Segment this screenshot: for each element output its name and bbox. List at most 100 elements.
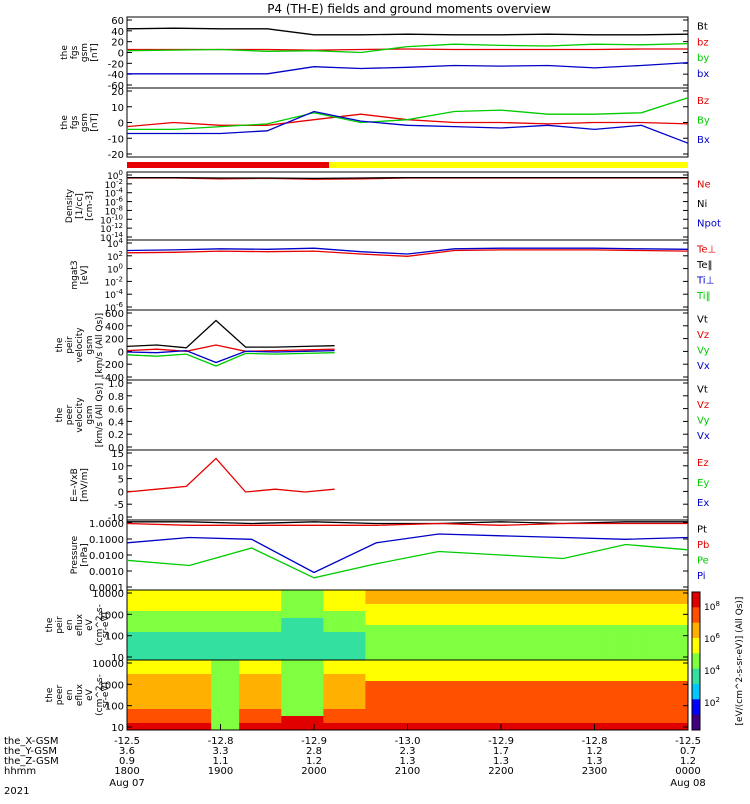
spectrogram-cell — [309, 604, 324, 612]
colorbar-tick-label: 108 — [704, 600, 720, 613]
colorbar-segment — [692, 622, 700, 639]
spectrogram-cell — [169, 618, 184, 626]
spectrogram-cell — [645, 653, 661, 661]
y-axis-label: eV — [85, 688, 95, 701]
spectrogram-cell — [477, 632, 493, 640]
spectrogram-cell — [155, 667, 170, 675]
x-tick-label: 1900 — [208, 766, 233, 777]
spectrogram-cell — [309, 674, 324, 682]
spectrogram-cell — [169, 695, 184, 703]
spectrogram-cell — [547, 590, 563, 598]
spectrogram-cell — [519, 688, 535, 696]
spectrogram-cell — [660, 646, 675, 654]
spectrogram-cell — [575, 681, 591, 689]
spectrogram-cell — [449, 639, 465, 647]
spectrogram-cell — [674, 695, 689, 703]
spectrogram-cell — [505, 625, 521, 633]
spectrogram-cell — [155, 702, 170, 710]
spectrogram-cell — [533, 681, 549, 689]
z-gsm-value: 1.2 — [306, 756, 322, 767]
spectrogram-cell — [141, 653, 156, 661]
spectrogram-cell — [519, 709, 535, 717]
spectrogram-cell — [631, 660, 647, 668]
spectrogram-cell — [660, 590, 675, 598]
spectrogram-cell — [295, 660, 310, 668]
spectrogram-cell — [169, 625, 184, 633]
y-tick-label: -40 — [108, 70, 124, 81]
spectrogram-cell — [253, 681, 268, 689]
spectrogram-cell — [365, 716, 380, 724]
spectrogram-cell — [155, 688, 170, 696]
spectrogram-cell — [211, 611, 226, 619]
spectrogram-cell — [351, 702, 366, 710]
spectrogram-cell — [519, 681, 535, 689]
spectrogram-cell — [617, 618, 633, 626]
spectrogram-cell — [449, 618, 465, 626]
spectrogram-cell — [365, 702, 380, 710]
spectrogram-cell — [519, 667, 535, 675]
x-gsm-value: -12.8 — [208, 736, 234, 747]
spectrogram-cell — [379, 646, 394, 654]
y-gsm-value: 1.7 — [493, 746, 509, 757]
y-tick-label: -400 — [101, 373, 124, 384]
spectrogram-cell — [183, 667, 198, 675]
spectrogram-cell — [379, 618, 394, 626]
spectrogram-cell — [337, 632, 352, 640]
spectrogram-cell — [393, 632, 408, 640]
spectrogram-cell — [561, 618, 577, 626]
spectrogram-cell — [547, 618, 563, 626]
spectrogram-cell — [449, 709, 465, 717]
x-tick-label: 0000 — [675, 766, 700, 777]
spectrogram-cell — [197, 702, 212, 710]
spectrogram-cell — [575, 653, 591, 661]
spectrogram-cell — [435, 632, 451, 640]
spectrogram-cell — [421, 716, 436, 724]
spectrogram-cell — [155, 723, 170, 731]
spectrogram-cell — [337, 695, 352, 703]
spectrogram-cell — [407, 681, 422, 689]
spectrogram-cell — [575, 674, 591, 682]
spectrogram-cell — [519, 632, 535, 640]
y-tick-label: -10 — [108, 134, 124, 145]
spectrogram-cell — [155, 660, 170, 668]
y-tick-label: 10 — [111, 723, 124, 734]
spectrogram-cell — [267, 681, 282, 689]
spectrogram-cell — [477, 653, 493, 661]
spectrogram-cell — [463, 716, 479, 724]
spectrogram-cell — [211, 688, 226, 696]
spectrogram-cell — [463, 590, 479, 598]
legend-entry: Vz — [697, 330, 709, 341]
y-axis-label: [nT] — [90, 43, 100, 61]
spectrogram-cell — [505, 611, 521, 619]
spectrogram-cell — [379, 667, 394, 675]
spectrogram-cell — [547, 723, 563, 731]
y-axis-label: velocity — [75, 397, 85, 433]
spectrogram-cell — [561, 660, 577, 668]
spectrogram-cell — [183, 723, 198, 731]
spectrogram-cell — [463, 646, 479, 654]
spectrogram-cell — [309, 590, 324, 598]
spectrogram-cell — [365, 639, 380, 647]
spectrogram-cell — [295, 702, 310, 710]
spectrogram-cell — [421, 618, 436, 626]
spectrogram-cell — [379, 716, 394, 724]
spectrogram-cell — [463, 667, 479, 675]
y-axis-label: mgat3 — [70, 260, 80, 289]
spectrogram-cell — [533, 653, 549, 661]
spectrogram-cell — [674, 702, 689, 710]
spectrogram-cell — [351, 653, 366, 661]
spectrogram-cell — [547, 625, 563, 633]
spectrogram-cell — [561, 674, 577, 682]
spectrogram-cell — [519, 702, 535, 710]
spectrogram-cell — [477, 688, 493, 696]
spectrogram-cell — [435, 709, 451, 717]
spectrogram-cell — [183, 674, 198, 682]
spectrogram-cell — [407, 709, 422, 717]
spectrogram-cell — [435, 681, 451, 689]
spectrogram-cell — [519, 590, 535, 598]
z-gsm-value: 1.1 — [213, 756, 229, 767]
spectrogram-cell — [547, 674, 563, 682]
spectrogram-cell — [127, 667, 142, 675]
spectrogram-cell — [449, 646, 465, 654]
spectrogram-cell — [674, 709, 689, 717]
